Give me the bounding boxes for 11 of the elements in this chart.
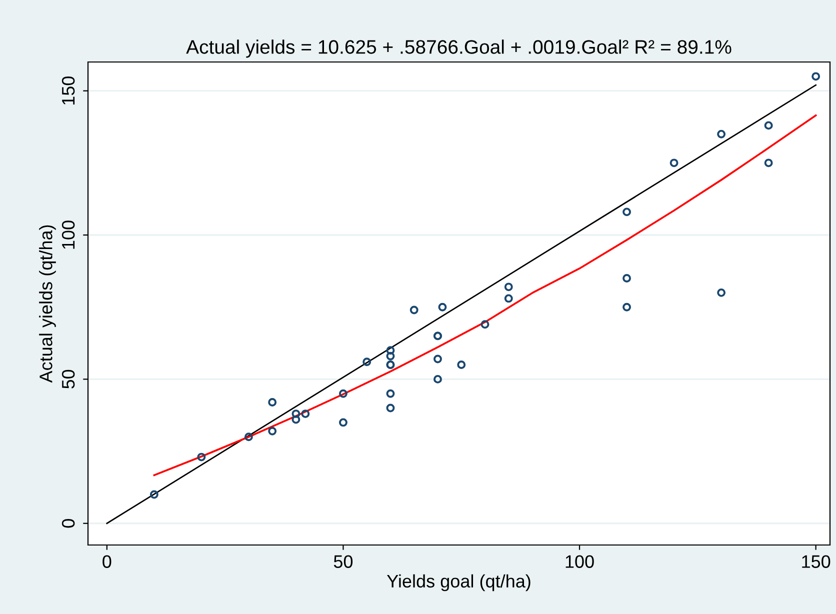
x-tick-label: 100 [566,555,594,568]
y-tick-label: 100 [62,220,75,249]
y-axis-title: Actual yields (qt/ha) [39,225,56,383]
x-tick-label: 50 [334,555,353,568]
x-axis-title: Yields goal (qt/ha) [386,574,530,592]
chart-title: Actual yields = 10.625 + .58766.Goal + .0019.Goal² R² = 89.1% [186,40,732,58]
y-tick-label: 150 [62,76,75,105]
x-tick-label: 0 [102,555,112,568]
x-tick-label: 150 [802,555,830,568]
y-tick-label: 0 [62,519,75,528]
y-tick-label: 50 [62,370,75,389]
